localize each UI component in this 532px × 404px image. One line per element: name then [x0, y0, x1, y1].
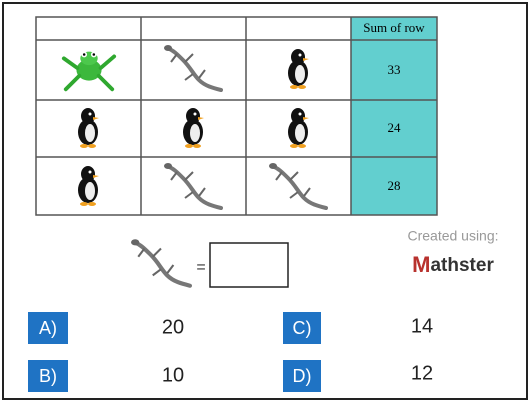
- option-letter: B): [39, 366, 57, 386]
- option-letter: A): [39, 318, 57, 338]
- frog-icon: [61, 49, 117, 92]
- sum-header: Sum of row: [363, 20, 425, 35]
- grid-table: Sum of row 33 24 28: [35, 16, 438, 216]
- credit-text: Created using:: [407, 228, 498, 244]
- penguin-icon: [288, 49, 309, 89]
- frame: [2, 2, 528, 400]
- penguin-icon: [183, 108, 204, 148]
- row-sum: 24: [388, 120, 402, 135]
- option-badge[interactable]: [283, 360, 321, 392]
- row-sum: 28: [388, 178, 401, 193]
- option-value: 12: [411, 362, 433, 384]
- option-a[interactable]: A) 20: [28, 312, 184, 344]
- option-letter: D): [293, 366, 312, 386]
- row-sum: 33: [388, 62, 401, 77]
- option-b[interactable]: B) 10: [28, 360, 184, 392]
- option-badge[interactable]: [28, 312, 68, 344]
- lizard-icon: [131, 239, 190, 286]
- lizard-icon: [268, 162, 328, 210]
- option-badge[interactable]: [28, 360, 68, 392]
- option-c[interactable]: C) 14: [283, 312, 433, 344]
- sum-column: [351, 17, 437, 215]
- lizard-icon: [163, 162, 223, 210]
- penguin-icon: [288, 108, 309, 148]
- option-letter: C): [293, 318, 312, 338]
- option-d[interactable]: D) 12: [283, 360, 433, 392]
- option-value: 20: [162, 316, 184, 338]
- penguin-icon: [78, 108, 99, 148]
- equals-sign: =: [196, 259, 205, 276]
- option-badge[interactable]: [283, 312, 321, 344]
- option-value: 14: [411, 315, 433, 337]
- penguin-icon: [78, 166, 99, 206]
- lizard-icon: [163, 44, 223, 92]
- answer-box: [209, 242, 289, 288]
- option-value: 10: [162, 364, 184, 386]
- brand-logo: Mathster: [412, 252, 494, 277]
